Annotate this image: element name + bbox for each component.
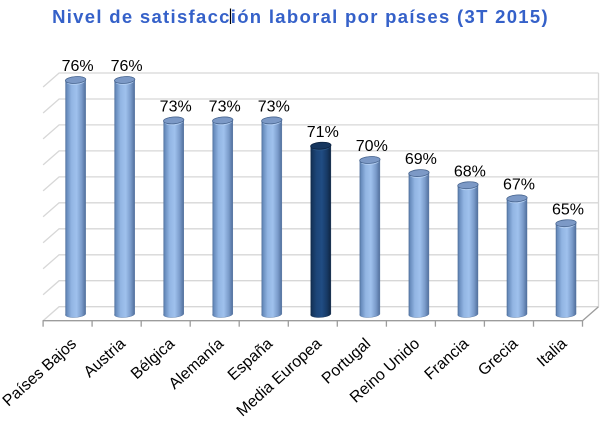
- svg-text:73%: 73%: [258, 99, 290, 116]
- svg-text:76%: 76%: [111, 58, 143, 75]
- svg-text:71%: 71%: [307, 124, 339, 141]
- svg-text:73%: 73%: [209, 99, 241, 116]
- svg-text:68%: 68%: [454, 163, 486, 180]
- svg-text:67%: 67%: [503, 177, 535, 194]
- svg-text:73%: 73%: [160, 99, 192, 116]
- svg-text:65%: 65%: [552, 201, 584, 218]
- svg-text:Nivel de satisfacción laboral: Nivel de satisfacción laboral por países…: [52, 6, 549, 27]
- svg-text:69%: 69%: [405, 151, 437, 168]
- svg-text:76%: 76%: [62, 58, 94, 75]
- svg-text:70%: 70%: [356, 138, 388, 155]
